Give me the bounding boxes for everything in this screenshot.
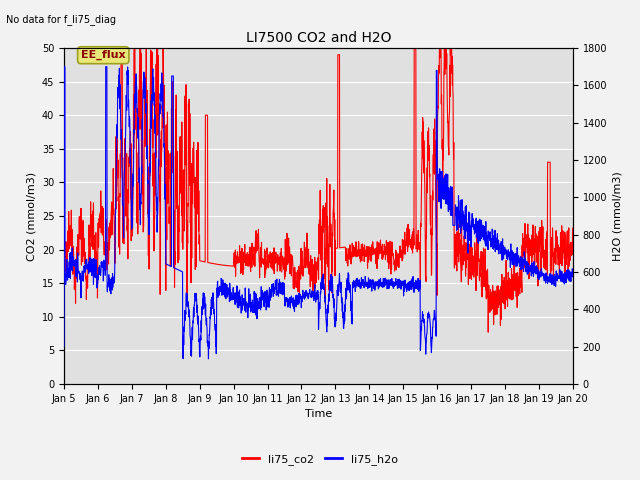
Y-axis label: H2O (mmol/m3): H2O (mmol/m3) <box>612 171 623 261</box>
Text: No data for f_li75_diag: No data for f_li75_diag <box>6 14 116 25</box>
Legend: li75_co2, li75_h2o: li75_co2, li75_h2o <box>238 450 402 469</box>
Y-axis label: CO2 (mmol/m3): CO2 (mmol/m3) <box>26 171 36 261</box>
Text: EE_flux: EE_flux <box>81 50 125 60</box>
Title: LI7500 CO2 and H2O: LI7500 CO2 and H2O <box>246 32 391 46</box>
X-axis label: Time: Time <box>305 409 332 419</box>
